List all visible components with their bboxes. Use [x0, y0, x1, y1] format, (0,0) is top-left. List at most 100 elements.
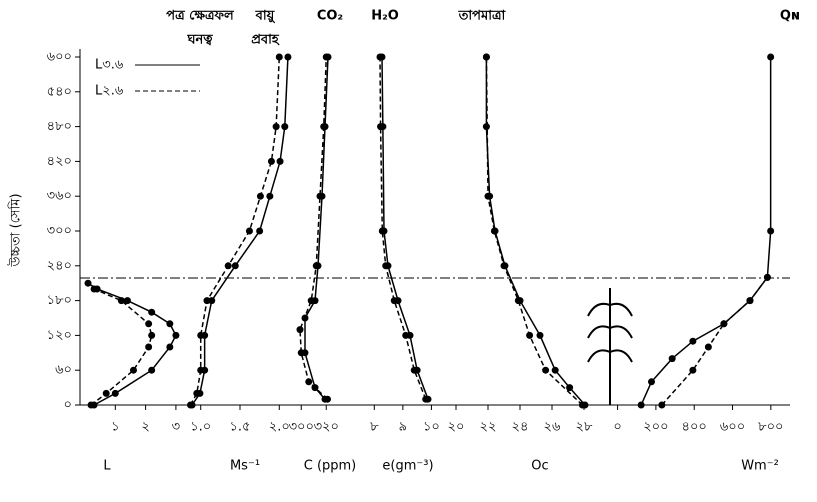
y-tick-label: ৫৪০: [47, 84, 72, 99]
x-tick-label: ৩: [172, 420, 180, 435]
data-point: [296, 326, 304, 334]
x-tick-label: ১০: [423, 420, 440, 435]
x-tick-label: ২.০: [269, 420, 290, 435]
data-point: [272, 123, 280, 131]
data-point: [148, 331, 156, 339]
panel-title: H₂O: [371, 9, 399, 24]
crop-icon: [587, 288, 633, 405]
data-point: [514, 297, 522, 305]
data-point: [166, 343, 174, 351]
data-point: [658, 401, 666, 409]
panel-title: তাপমাত্রা: [458, 9, 507, 24]
profile-line: [640, 57, 772, 406]
data-point: [129, 366, 137, 374]
data-point: [500, 262, 508, 270]
data-point: [746, 297, 754, 305]
y-tick-label: ৬০০: [47, 50, 72, 65]
data-point: [256, 192, 264, 200]
data-point: [422, 395, 430, 403]
x-axis-label: Wm⁻²: [741, 459, 779, 474]
x-tick-label: ২৮: [576, 420, 593, 435]
data-point: [668, 355, 676, 363]
panel-title: প্রবাহ: [251, 33, 280, 48]
x-tick-label: ১: [111, 420, 119, 435]
data-point: [324, 395, 331, 403]
data-point: [704, 343, 712, 351]
data-point: [390, 297, 398, 305]
data-point: [689, 337, 697, 345]
y-tick-label: ২৪০: [47, 258, 72, 273]
data-point: [402, 331, 410, 339]
profile-line: [90, 288, 153, 406]
data-point: [123, 297, 131, 305]
panel-title: পত্র ক্ষেত্রফল: [166, 9, 235, 24]
data-point: [148, 308, 156, 316]
y-tick-label: ৩০০: [47, 224, 72, 239]
data-point: [536, 331, 544, 339]
legend-label: L৩.৬: [95, 58, 124, 73]
x-tick-label: ৮০০: [758, 420, 783, 435]
data-point: [767, 227, 775, 235]
data-point: [203, 297, 211, 305]
data-point: [266, 192, 274, 200]
y-tick-label: ১৮০: [47, 293, 72, 308]
data-point: [551, 366, 559, 374]
x-tick-label: ২৬: [544, 420, 561, 435]
data-point: [172, 331, 180, 339]
data-point: [578, 401, 586, 409]
data-point: [145, 343, 153, 351]
data-point: [102, 389, 110, 397]
data-point: [275, 53, 283, 61]
data-point: [148, 366, 156, 374]
x-axis-label: Ms⁻¹: [230, 459, 260, 474]
data-point: [410, 366, 418, 374]
x-tick-label: ২০: [448, 420, 465, 435]
data-point: [197, 366, 205, 374]
x-tick-label: ৮: [370, 420, 379, 435]
panel-title: Qɴ: [780, 9, 800, 24]
data-point: [305, 378, 313, 386]
data-point: [378, 227, 386, 235]
data-point: [763, 273, 771, 281]
profile-line: [189, 56, 281, 406]
profile-line: [379, 56, 427, 400]
data-point: [482, 53, 490, 61]
x-tick-label: ১.০: [190, 420, 211, 435]
data-point: [197, 331, 205, 339]
x-tick-label: ০: [613, 420, 621, 435]
profile-line: [485, 57, 586, 406]
x-tick-label: ৯: [399, 420, 407, 435]
data-point: [312, 262, 320, 270]
x-tick-label: ২২: [480, 420, 497, 435]
data-point: [382, 262, 390, 270]
data-point: [490, 227, 498, 235]
x-tick-label: ৪০০: [682, 420, 707, 435]
data-point: [117, 297, 125, 305]
data-point: [637, 401, 645, 409]
data-point: [276, 157, 284, 165]
data-point: [145, 320, 153, 328]
profile-line: [304, 56, 329, 400]
y-axis-label: উচ্চতা (সেমি): [8, 193, 24, 267]
profile-line: [485, 56, 583, 406]
data-point: [482, 123, 490, 131]
y-tick-label: ১২০: [47, 328, 72, 343]
data-point: [376, 53, 384, 61]
data-point: [284, 53, 292, 61]
data-point: [307, 297, 315, 305]
data-point: [320, 123, 328, 131]
data-point: [720, 320, 728, 328]
y-tick-label: ০: [64, 398, 72, 413]
y-tick-label: ৩৬০: [47, 189, 72, 204]
data-point: [377, 123, 385, 131]
data-point: [689, 366, 697, 374]
data-point: [256, 227, 264, 235]
data-point: [231, 262, 239, 270]
x-tick-label: ৩০০: [289, 420, 314, 435]
x-axis-label: L: [103, 459, 111, 474]
data-point: [111, 389, 119, 397]
profile-line: [661, 276, 768, 406]
y-tick-label: ৪২০: [47, 154, 72, 169]
profile-line: [87, 282, 177, 406]
